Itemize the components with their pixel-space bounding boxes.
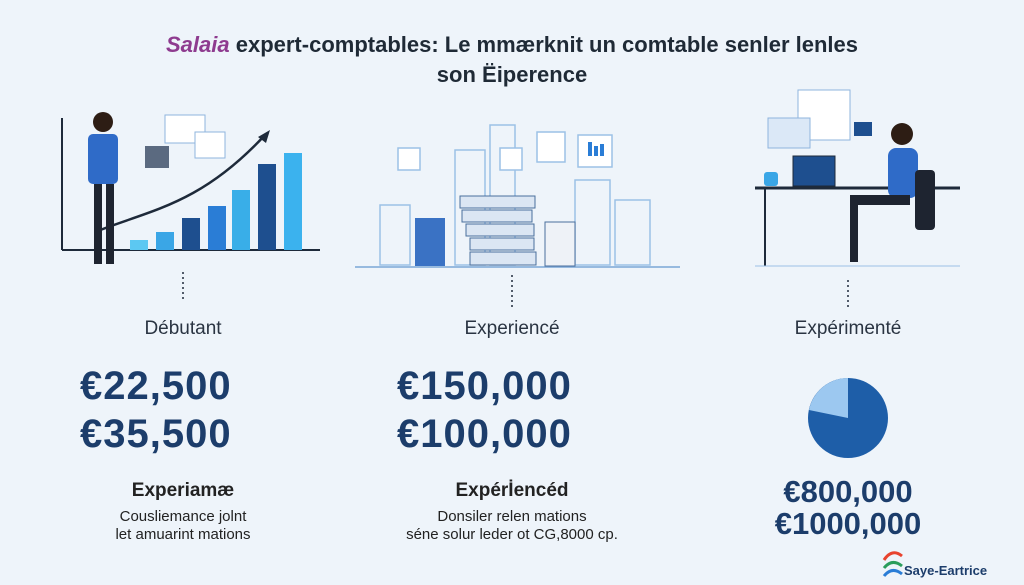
description: Cousliemance jolnt <box>119 508 247 525</box>
description: let amuarint mations <box>115 526 251 543</box>
title-text: expert-comptables: Le mmærknit un comtab… <box>235 32 859 57</box>
level: Experiencé <box>464 318 560 339</box>
title-highlight: Salaia <box>165 32 230 57</box>
title-line-1: Salaia expert-comptables: Le mmærknit un… <box>0 32 1024 58</box>
level: Expérimenté <box>794 318 902 339</box>
subtitle: Experiamæ <box>131 480 235 501</box>
logo: Saye-Eartrice <box>904 563 988 578</box>
books <box>415 142 604 267</box>
description: séne solur leder ot CG,8000 cp. <box>406 526 618 543</box>
amount: €22,500 <box>80 364 232 408</box>
amount: €1000,000 <box>774 506 922 541</box>
amount: €35,500 <box>80 412 232 456</box>
logo-mark <box>882 551 903 577</box>
level: Débutant <box>144 318 222 339</box>
amount: €100,000 <box>397 412 572 456</box>
amount: €800,000 <box>783 474 913 509</box>
title-line-2: son Ëiperence <box>436 62 588 87</box>
subtitle: Expérİencéd <box>455 480 569 501</box>
description: Donsiler relen mations <box>437 508 587 525</box>
growth-illustration <box>61 112 320 264</box>
connectors <box>182 272 849 310</box>
desk-illustration <box>755 89 960 458</box>
amount: €150,000 <box>397 364 572 408</box>
